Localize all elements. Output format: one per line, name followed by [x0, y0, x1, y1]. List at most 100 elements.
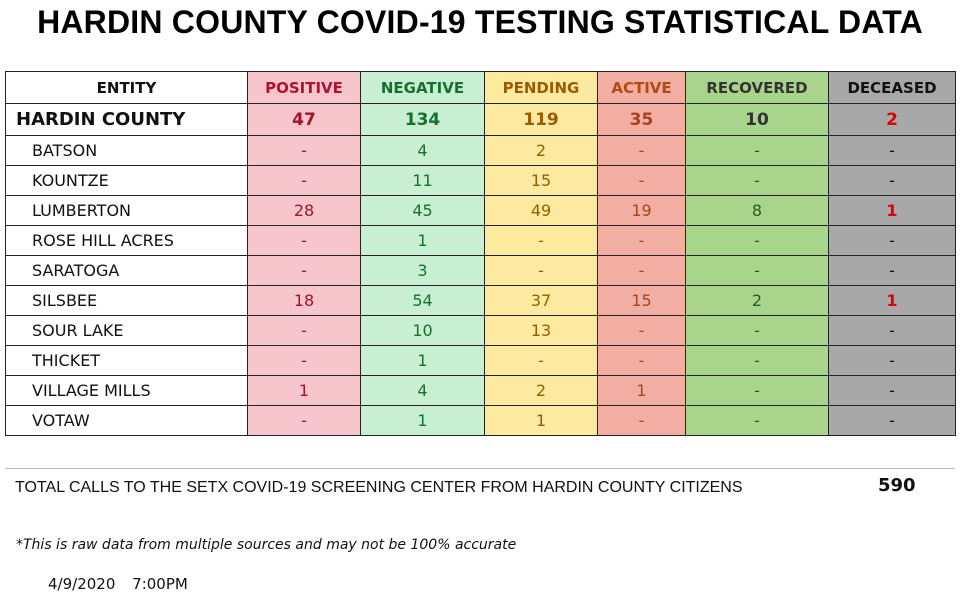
cell-negative: 134	[360, 103, 485, 136]
cell-recovered: 2	[685, 285, 829, 316]
cell-active: -	[597, 405, 686, 436]
cell-positive: 28	[247, 195, 361, 226]
cell-pending: -	[484, 345, 598, 376]
cell-entity: THICKET	[5, 345, 248, 376]
cell-positive: -	[247, 405, 361, 436]
report-date: 4/9/2020	[48, 575, 116, 593]
table-row: BATSON -4 2- - -	[5, 135, 956, 166]
cell-entity: SOUR LAKE	[5, 315, 248, 346]
table-row: KOUNTZE -11 15- - -	[5, 165, 956, 196]
cell-entity: VOTAW	[5, 405, 248, 436]
cell-recovered: -	[685, 405, 829, 436]
cell-pending: 2	[484, 135, 598, 166]
cell-active: -	[597, 165, 686, 196]
cell-negative: 10	[360, 315, 485, 346]
table-row: SARATOGA -3- - - -	[5, 255, 956, 286]
cell-recovered: -	[685, 135, 829, 166]
cell-active: -	[597, 225, 686, 256]
cell-deceased: 1	[828, 195, 956, 226]
cell-positive: -	[247, 315, 361, 346]
column-header-negative: NEGATIVE	[360, 71, 485, 104]
cell-entity: BATSON	[5, 135, 248, 166]
cell-positive: -	[247, 135, 361, 166]
cell-negative: 4	[360, 135, 485, 166]
cell-active: 35	[597, 103, 686, 136]
cell-positive: -	[247, 255, 361, 286]
statistics-table: ENTITY POSITIVE NEGATIVE PENDING ACTIVE …	[5, 71, 956, 436]
cell-pending: -	[484, 255, 598, 286]
cell-recovered: 8	[685, 195, 829, 226]
table-header-row: ENTITY POSITIVE NEGATIVE PENDING ACTIVE …	[5, 71, 956, 104]
table-row: SILSBEE 18 54 37 15 2 1	[5, 285, 956, 316]
cell-active: 19	[597, 195, 686, 226]
cell-recovered: -	[685, 255, 829, 286]
table-row: THICKET -1- - - -	[5, 345, 956, 376]
column-header-pending: PENDING	[484, 71, 598, 104]
cell-entity: ROSE HILL ACRES	[5, 225, 248, 256]
cell-deceased: -	[828, 375, 956, 406]
cell-positive: 18	[247, 285, 361, 316]
column-header-entity: ENTITY	[5, 71, 248, 104]
report-time: 7:00PM	[132, 575, 188, 593]
cell-active: -	[597, 255, 686, 286]
cell-active: -	[597, 135, 686, 166]
county-total-row: HARDIN COUNTY 47 134 119 35 10 2	[5, 103, 956, 136]
cell-negative: 3	[360, 255, 485, 286]
cell-deceased: 2	[828, 103, 956, 136]
page-title: HARDIN COUNTY COVID-19 TESTING STATISTIC…	[37, 4, 923, 40]
cell-positive: -	[247, 225, 361, 256]
table-body: HARDIN COUNTY 47 134 119 35 10 2 BATSON -4 2- - - KO…	[5, 103, 956, 436]
cell-pending: 119	[484, 103, 598, 136]
cell-deceased: -	[828, 225, 956, 256]
cell-positive: -	[247, 165, 361, 196]
cell-entity: KOUNTZE	[5, 165, 248, 196]
cell-active: 1	[597, 375, 686, 406]
cell-negative: 1	[360, 345, 485, 376]
cell-deceased: -	[828, 405, 956, 436]
cell-negative: 1	[360, 405, 485, 436]
total-calls-value: 590	[878, 475, 916, 496]
cell-entity: VILLAGE MILLS	[5, 375, 248, 406]
cell-active: 15	[597, 285, 686, 316]
cell-active: -	[597, 315, 686, 346]
cell-pending: 49	[484, 195, 598, 226]
cell-negative: 11	[360, 165, 485, 196]
column-header-recovered: RECOVERED	[685, 71, 829, 104]
cell-pending: 1	[484, 405, 598, 436]
cell-deceased: -	[828, 135, 956, 166]
cell-positive: -	[247, 345, 361, 376]
cell-recovered: -	[685, 165, 829, 196]
cell-positive: 47	[247, 103, 361, 136]
cell-pending: 37	[484, 285, 598, 316]
table-row: VILLAGE MILLS 1 4 2 1- -	[5, 375, 956, 406]
column-header-active: ACTIVE	[597, 71, 686, 104]
cell-pending: 15	[484, 165, 598, 196]
cell-negative: 54	[360, 285, 485, 316]
cell-recovered: -	[685, 315, 829, 346]
cell-deceased: -	[828, 165, 956, 196]
cell-pending: 13	[484, 315, 598, 346]
cell-recovered: 10	[685, 103, 829, 136]
total-calls-label: TOTAL CALLS TO THE SETX COVID-19 SCREENI…	[15, 479, 743, 496]
disclaimer-note: *This is raw data from multiple sources …	[16, 537, 517, 553]
cell-negative: 1	[360, 225, 485, 256]
table-row: SOUR LAKE -10 13- - -	[5, 315, 956, 346]
cell-entity: SILSBEE	[5, 285, 248, 316]
cell-recovered: -	[685, 345, 829, 376]
cell-active: -	[597, 345, 686, 376]
cell-negative: 45	[360, 195, 485, 226]
cell-pending: 2	[484, 375, 598, 406]
table-row: ROSE HILL ACRES -1- - - -	[5, 225, 956, 256]
cell-entity: HARDIN COUNTY	[5, 103, 248, 136]
column-header-deceased: DECEASED	[828, 71, 956, 104]
column-header-positive: POSITIVE	[247, 71, 361, 104]
cell-positive: 1	[247, 375, 361, 406]
cell-entity: SARATOGA	[5, 255, 248, 286]
table-row: LUMBERTON 28 45 49 19 8 1	[5, 195, 956, 226]
cell-entity: LUMBERTON	[5, 195, 248, 226]
cell-deceased: -	[828, 315, 956, 346]
cell-deceased: -	[828, 345, 956, 376]
cell-recovered: -	[685, 225, 829, 256]
cell-deceased: -	[828, 255, 956, 286]
table-row: VOTAW -1 1- - -	[5, 405, 956, 436]
